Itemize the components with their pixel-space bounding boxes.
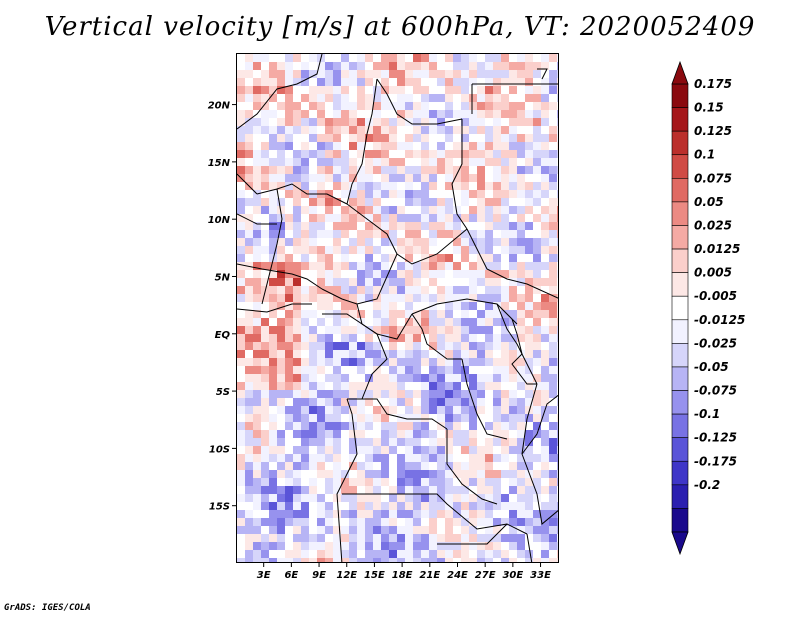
colorbar-swatch — [671, 460, 689, 486]
colorbar-swatch — [671, 130, 689, 156]
colorbar-swatch — [671, 343, 689, 368]
lat-tick-label: 5S — [216, 387, 230, 398]
colorbar-swatch — [671, 107, 689, 132]
map-panel — [236, 53, 559, 563]
colorbar-swatch — [671, 201, 689, 226]
lat-tick-label: 15N — [208, 158, 231, 169]
colorbar-label: 0.125 — [694, 124, 732, 138]
lon-tick-label: 15E — [364, 570, 385, 581]
lat-tick-label: 20N — [208, 101, 231, 112]
colorbar-label: 0.025 — [694, 218, 732, 232]
colorbar-top-arrow — [671, 60, 689, 85]
lat-tick-label: 10N — [208, 215, 231, 226]
colorbar-swatch — [671, 319, 689, 344]
lon-tick-label: 24E — [447, 570, 468, 581]
colorbar-swatch — [671, 366, 689, 391]
colorbar-label: -0.1 — [694, 407, 720, 421]
country-borders — [237, 54, 558, 562]
colorbar-label: -0.005 — [694, 289, 737, 303]
lon-tick-label: 30E — [502, 570, 523, 581]
colorbar-bottom-arrow — [671, 531, 689, 556]
lon-tick-label: 21E — [419, 570, 440, 581]
colorbar-swatch — [671, 413, 689, 438]
colorbar-label: -0.175 — [694, 454, 737, 468]
colorbar-label: 0.1 — [694, 148, 715, 162]
colorbar-label: 0.175 — [694, 77, 732, 91]
colorbar-swatch — [671, 178, 689, 203]
colorbar-label: -0.05 — [694, 360, 729, 374]
lon-tick-label: 9E — [312, 570, 326, 581]
lon-tick-label: 18E — [392, 570, 413, 581]
colorbar-swatch — [671, 295, 689, 321]
colorbar-label: -0.075 — [694, 384, 737, 398]
lon-tick-label: 12E — [336, 570, 357, 581]
colorbar-swatch — [671, 83, 689, 108]
colorbar-swatch — [671, 272, 689, 297]
lat-tick-label: 10S — [209, 444, 230, 455]
colorbar-swatch — [671, 437, 689, 462]
colorbar-label: -0.125 — [694, 431, 737, 445]
lon-tick-label: 6E — [284, 570, 298, 581]
colorbar-swatch — [671, 508, 689, 533]
colorbar-swatch — [671, 225, 689, 250]
credit-label: GrADS: IGES/COLA — [4, 603, 91, 613]
colorbar-label: -0.0125 — [694, 313, 745, 327]
lat-tick-label: 15S — [209, 502, 230, 513]
colorbar-label: 0.0125 — [694, 242, 740, 256]
velocity-field — [237, 54, 558, 562]
colorbar-label: 0.15 — [694, 101, 724, 115]
lon-tick-label: 27E — [475, 570, 496, 581]
colorbar-swatch — [671, 248, 689, 273]
colorbar-label: -0.2 — [694, 478, 720, 492]
lat-tick-label: 5N — [215, 272, 231, 283]
colorbar-label: 0.005 — [694, 266, 732, 280]
lat-tick-label: EQ — [215, 330, 231, 341]
lon-tick-label: 33E — [530, 570, 551, 581]
colorbar-swatch — [671, 154, 689, 179]
colorbar-swatch — [671, 390, 689, 415]
colorbar-label: 0.075 — [694, 171, 732, 185]
lon-tick-label: 3E — [257, 570, 271, 581]
colorbar-label: 0.05 — [694, 195, 724, 209]
chart-title: Vertical velocity [m/s] at 600hPa, VT: 2… — [44, 12, 756, 42]
colorbar-swatch — [671, 484, 689, 509]
colorbar-label: -0.025 — [694, 336, 737, 350]
